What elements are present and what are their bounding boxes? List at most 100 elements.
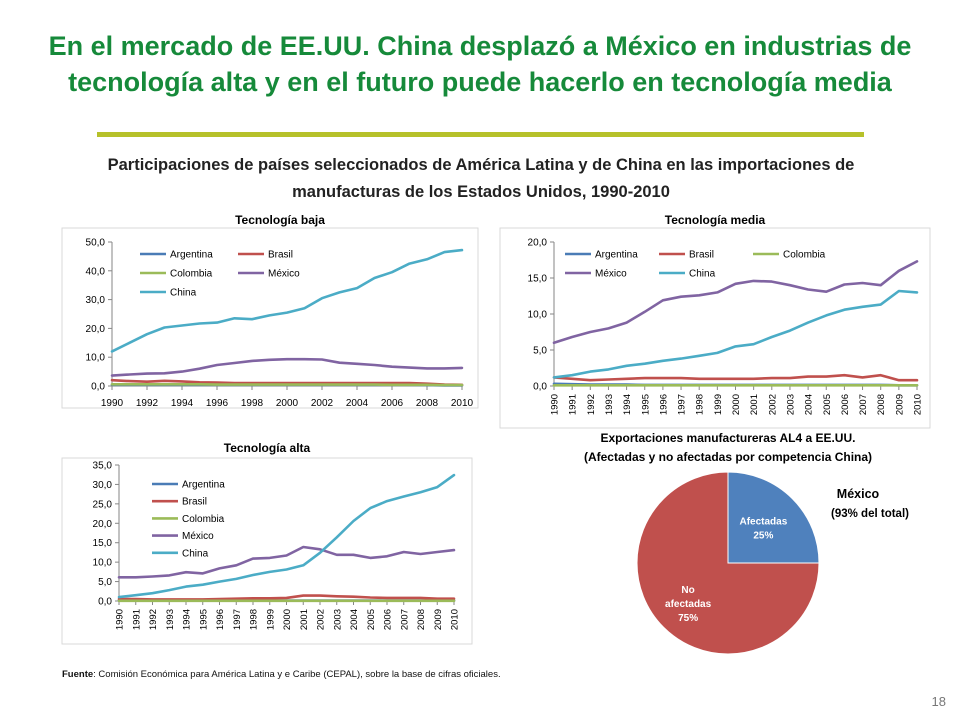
chart-3-y-tick-label: 30,0 <box>93 480 113 491</box>
chart-1-x-tick-label: 2010 <box>451 398 474 409</box>
chart-1-x-tick-label: 2000 <box>276 398 299 409</box>
chart-3-x-tick-label: 1995 <box>198 609 209 630</box>
chart-2-x-tick-label: 1998 <box>695 394 706 415</box>
chart-3-legend-label: Colombia <box>182 514 225 525</box>
chart-2-legend-label: Colombia <box>783 250 826 261</box>
chart-3-series-china <box>117 473 456 599</box>
pie-title: Exportaciones manufactureras AL4 a EE.UU… <box>601 431 856 445</box>
chart-2-x-tick-label: 1993 <box>604 394 615 415</box>
chart-1-legend-label: México <box>268 269 300 280</box>
chart-2-x-tick-label: 1996 <box>658 394 669 415</box>
chart-1-x-tick-label: 2008 <box>416 398 439 409</box>
chart-3-series-méxico <box>117 545 456 579</box>
chart-2-x-tick-label: 1997 <box>677 394 688 415</box>
chart-3-x-tick-label: 2010 <box>450 609 461 630</box>
chart-3-x-tick-label: 1994 <box>182 609 193 630</box>
chart-2-x-tick-label: 2002 <box>767 394 778 415</box>
chart-1-x-tick-label: 1996 <box>206 398 229 409</box>
chart-1-x-tick-label: 2002 <box>311 398 334 409</box>
chart-1-x-tick-label: 1994 <box>171 398 194 409</box>
chart-3-legend-label: México <box>182 531 214 542</box>
chart-3-x-tick-label: 2002 <box>316 609 327 630</box>
chart-3-y-tick-label: 10,0 <box>93 558 113 569</box>
chart-2-y-tick-label: 10,0 <box>528 310 548 321</box>
chart-1-legend-label: Argentina <box>170 250 213 261</box>
chart-3-x-tick-label: 2005 <box>366 609 377 630</box>
chart-3-x-tick-label: 1990 <box>115 609 126 630</box>
chart-3-x-tick-label: 1991 <box>131 609 142 630</box>
chart-3-x-tick-label: 2003 <box>332 609 343 630</box>
chart-3-x-tick-label: 2004 <box>349 609 360 630</box>
chart-3-x-tick-label: 2000 <box>282 609 293 630</box>
page-number: 18 <box>931 694 946 709</box>
chart-1-series-china <box>110 248 464 353</box>
chart-2-legend-label: México <box>595 269 627 280</box>
chart-1-y-tick-label: 0,0 <box>91 382 105 393</box>
chart-3-x-tick-label: 2007 <box>399 609 410 630</box>
chart-2-x-tick-label: 2009 <box>894 394 905 415</box>
pie-slice-label: 75% <box>678 613 698 624</box>
chart-3-y-tick-label: 35,0 <box>93 461 113 472</box>
chart-3-x-tick-label: 1996 <box>215 609 226 630</box>
title-underline <box>97 132 864 137</box>
chart-2-x-tick-label: 2001 <box>749 394 760 415</box>
chart-2-x-tick-label: 2006 <box>840 394 851 415</box>
chart-1-series-colombia <box>110 383 464 387</box>
chart-2-y-tick-label: 15,0 <box>528 274 548 285</box>
chart-2-x-tick-label: 2005 <box>822 394 833 415</box>
chart-1-legend-label: China <box>170 288 197 299</box>
chart-2-title: Tecnología media <box>665 213 766 227</box>
pie-annotation-sub: (93% del total) <box>831 508 909 520</box>
chart-1-x-tick-label: 2006 <box>381 398 404 409</box>
chart-2-x-tick-label: 1994 <box>622 394 633 415</box>
chart-1-legend-label: Brasil <box>268 250 293 261</box>
chart-1-x-tick-label: 1990 <box>101 398 124 409</box>
chart-2-legend-label: Brasil <box>689 250 714 261</box>
chart-2-y-tick-label: 20,0 <box>528 238 548 249</box>
pie-slice-label: No <box>681 585 694 596</box>
chart-1-y-tick-label: 30,0 <box>86 295 106 306</box>
chart-3-x-tick-label: 2006 <box>383 609 394 630</box>
chart-1-x-tick-label: 1998 <box>241 398 264 409</box>
footnote-text: : Comisión Económica para América Latina… <box>93 669 501 680</box>
chart-2-x-tick-label: 2010 <box>913 394 924 415</box>
chart-2-series-brasil <box>552 373 919 382</box>
chart-2-x-tick-label: 1992 <box>586 394 597 415</box>
chart-2-x-tick-label: 1990 <box>550 394 561 415</box>
chart-3-y-tick-label: 25,0 <box>93 499 113 510</box>
chart-3-x-tick-label: 1999 <box>265 609 276 630</box>
pie-subtitle: (Afectadas y no afectadas por competenci… <box>584 450 872 464</box>
chart-1-series-brasil <box>110 378 464 387</box>
chart-3-x-tick-label: 1997 <box>232 609 243 630</box>
chart-3-legend-label: China <box>182 548 209 559</box>
chart-2-series-china <box>552 289 919 379</box>
chart-3-x-tick-label: 1993 <box>165 609 176 630</box>
chart-1-x-tick-label: 2004 <box>346 398 369 409</box>
chart-3-legend-label: Brasil <box>182 497 207 508</box>
chart-3-title: Tecnología alta <box>224 441 311 455</box>
chart-2-x-tick-label: 1995 <box>640 394 651 415</box>
chart-2-legend-label: Argentina <box>595 250 638 261</box>
pie-annotation-title: México <box>837 487 880 501</box>
pie-slice-label: Afectadas <box>739 517 787 528</box>
chart-2-x-tick-label: 2007 <box>858 394 869 415</box>
source-footnote: Fuente: Comisión Económica para América … <box>62 669 501 680</box>
chart-2-y-tick-label: 5,0 <box>533 346 547 357</box>
chart-2-x-tick-label: 2008 <box>876 394 887 415</box>
chart-2-x-tick-label: 1999 <box>713 394 724 415</box>
chart-2-frame <box>499 227 931 429</box>
pie-slice-2 <box>636 471 820 655</box>
chart-2-series-méxico <box>552 260 919 345</box>
chart-1-y-tick-label: 10,0 <box>86 353 106 364</box>
chart-1-y-tick-label: 50,0 <box>86 238 106 249</box>
chart-2-x-tick-label: 1991 <box>568 394 579 415</box>
chart-1-y-tick-label: 40,0 <box>86 266 106 277</box>
pie-slice-label: afectadas <box>665 599 712 610</box>
pie-slice-label: 25% <box>753 531 773 542</box>
chart-2-x-tick-label: 2003 <box>785 394 796 415</box>
chart-2-x-tick-label: 2004 <box>804 394 815 415</box>
chart-3-x-tick-label: 2008 <box>416 609 427 630</box>
chart-3-series-brasil <box>117 594 456 601</box>
pie-slice-1 <box>727 471 820 564</box>
